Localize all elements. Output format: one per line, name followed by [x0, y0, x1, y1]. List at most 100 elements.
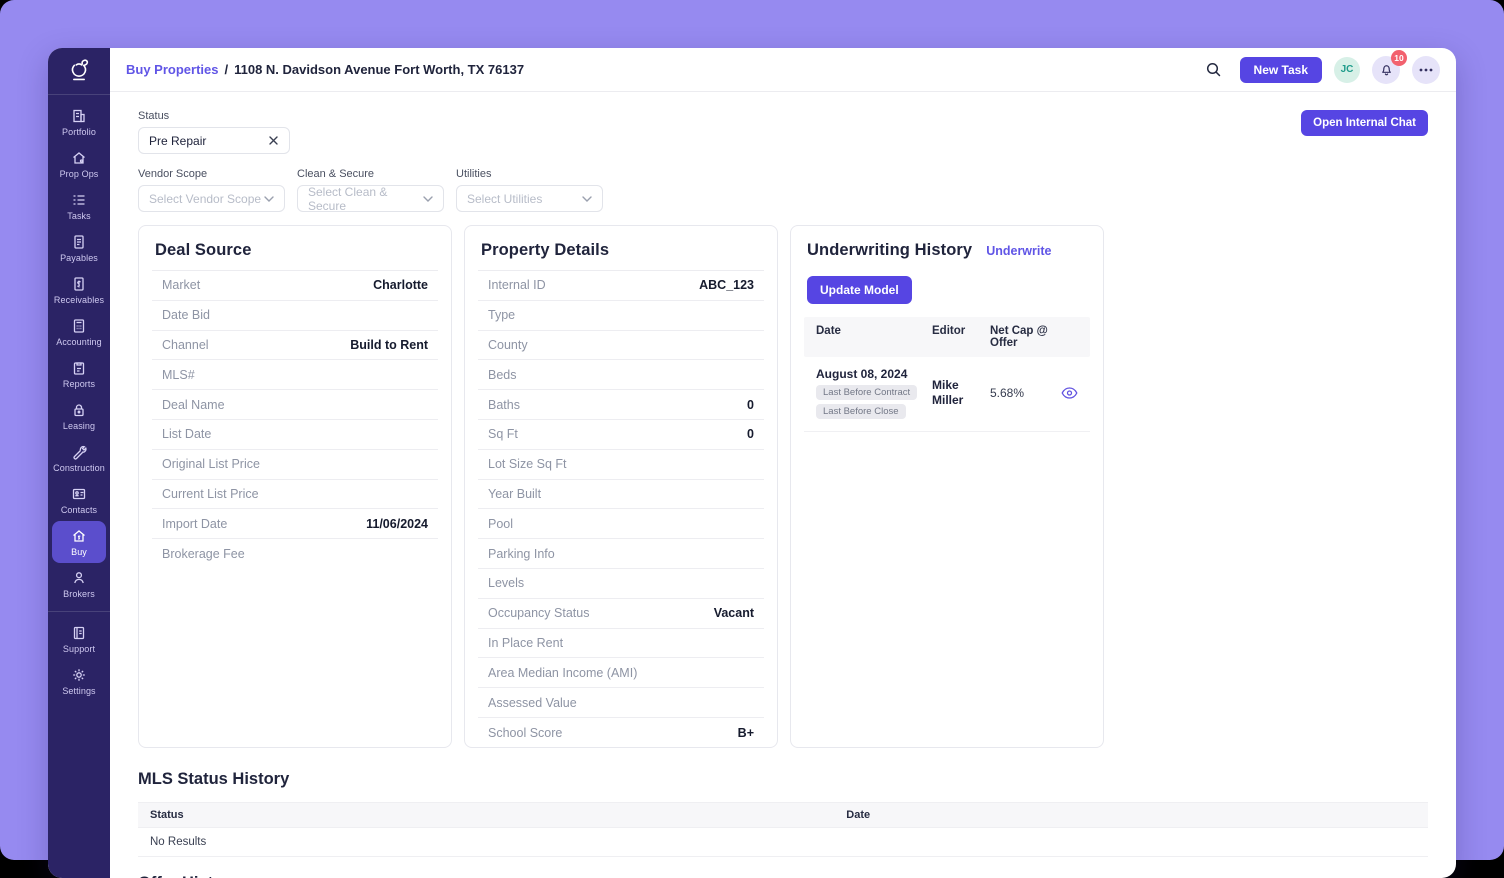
notification-count-badge: 10 — [1391, 50, 1407, 66]
report-clipboard-icon — [71, 360, 87, 376]
clean-secure-filter: Clean & Secure Select Clean & Secure — [297, 168, 444, 212]
sidebar-divider — [48, 611, 110, 612]
chevron-down-icon — [582, 196, 592, 202]
underwriting-date: August 08, 2024 — [816, 367, 932, 381]
vendor-scope-label: Vendor Scope — [138, 168, 285, 180]
task-list-icon — [71, 192, 87, 208]
sidebar-item-settings[interactable]: Settings — [52, 660, 106, 702]
sidebar-item-support[interactable]: Support — [52, 618, 106, 660]
sidebar-item-leasing[interactable]: Leasing — [52, 395, 106, 437]
lock-icon — [71, 402, 87, 418]
new-task-button[interactable]: New Task — [1240, 57, 1322, 83]
close-icon — [268, 135, 279, 146]
sidebar-item-accounting[interactable]: Accounting — [52, 311, 106, 353]
portfolio-building-icon — [71, 108, 87, 124]
house-dollar-icon — [71, 528, 87, 544]
property-details-row: Parking Info — [478, 539, 764, 569]
open-internal-chat-button[interactable]: Open Internal Chat — [1301, 110, 1428, 136]
clean-secure-placeholder: Select Clean & Secure — [308, 185, 423, 213]
status-filter-label: Status — [138, 110, 290, 122]
notifications-button[interactable]: 10 — [1372, 56, 1400, 84]
underwrite-link[interactable]: Underwrite — [986, 244, 1051, 258]
status-filter-value: Pre Repair — [149, 134, 206, 148]
tag-last-before-contract: Last Before Contract — [816, 385, 917, 400]
property-details-row: Assessed Value — [478, 688, 764, 718]
deal-source-row: Original List Price — [152, 450, 438, 480]
property-details-row: Pool — [478, 509, 764, 539]
underwriting-editor: Mike Miller — [932, 378, 990, 408]
property-details-row: Type — [478, 301, 764, 331]
sidebar-item-label: Prop Ops — [60, 169, 99, 179]
sidebar-item-label: Portfolio — [62, 127, 96, 137]
mls-status-history-section: MLS Status History Status Date No Result… — [138, 770, 1428, 857]
invoice-dollar-icon — [71, 276, 87, 292]
status-filter-select[interactable]: Pre Repair — [138, 127, 290, 154]
status-clear-button[interactable] — [268, 135, 279, 146]
app-window: Portfolio Prop Ops Tasks Payables — [48, 48, 1456, 878]
sidebar-item-contacts[interactable]: Contacts — [52, 479, 106, 521]
search-icon — [1205, 61, 1222, 78]
property-details-row: In Place Rent — [478, 629, 764, 659]
sidebar-item-label: Reports — [63, 379, 95, 389]
more-options-button[interactable] — [1412, 56, 1440, 84]
update-model-button[interactable]: Update Model — [807, 276, 912, 304]
sidebar-item-payables[interactable]: Payables — [52, 227, 106, 269]
invoice-icon — [71, 234, 87, 250]
person-icon — [71, 570, 87, 586]
sidebar-item-prop-ops[interactable]: Prop Ops — [52, 143, 106, 185]
deal-source-row: Deal Name — [152, 390, 438, 420]
offer-history-section: Offer History — [138, 874, 1428, 878]
clean-secure-label: Clean & Secure — [297, 168, 444, 180]
vendor-scope-filter: Vendor Scope Select Vendor Scope — [138, 168, 285, 212]
sidebar-item-tasks[interactable]: Tasks — [52, 185, 106, 227]
utilities-select[interactable]: Select Utilities — [456, 185, 603, 212]
search-button[interactable] — [1200, 56, 1228, 84]
eye-icon — [1061, 387, 1078, 399]
column-header-net-cap: Net Cap @ Offer — [990, 325, 1052, 349]
mls-empty-row: No Results — [138, 828, 1428, 857]
sidebar-item-brokers[interactable]: Brokers — [52, 563, 106, 605]
property-details-row: Year Built — [478, 480, 764, 510]
property-details-title: Property Details — [481, 241, 609, 260]
underwriting-table: Date Editor Net Cap @ Offer August 08, 2… — [804, 317, 1090, 432]
breadcrumb-current-page: 1108 N. Davidson Avenue Fort Worth, TX 7… — [234, 62, 524, 77]
chevron-down-icon — [264, 196, 274, 202]
view-underwriting-button[interactable] — [1061, 387, 1078, 399]
vendor-scope-placeholder: Select Vendor Scope — [149, 192, 261, 206]
property-details-row: Levels — [478, 569, 764, 599]
sidebar-item-reports[interactable]: Reports — [52, 353, 106, 395]
sidebar-item-portfolio[interactable]: Portfolio — [52, 101, 106, 143]
offer-history-title: Offer History — [138, 874, 1428, 878]
sidebar-item-label: Support — [63, 644, 95, 654]
deal-source-title: Deal Source — [155, 241, 251, 260]
sidebar-item-label: Contacts — [61, 505, 97, 515]
sidebar-item-label: Payables — [60, 253, 98, 263]
sidebar-item-receivables[interactable]: Receivables — [52, 269, 106, 311]
utilities-placeholder: Select Utilities — [467, 192, 542, 206]
sidebar-item-buy[interactable]: Buy — [52, 521, 106, 563]
sidebar-item-label: Brokers — [63, 589, 95, 599]
mls-status-history-title: MLS Status History — [138, 770, 1428, 789]
sidebar-item-construction[interactable]: Construction — [52, 437, 106, 479]
bell-icon — [1379, 62, 1394, 77]
underwriting-history-card: Underwriting History Underwrite Update M… — [790, 225, 1104, 748]
sidebar-item-label: Receivables — [54, 295, 104, 305]
gear-icon — [71, 667, 87, 683]
underwriting-net-cap: 5.68% — [990, 386, 1052, 400]
clean-secure-select[interactable]: Select Clean & Secure — [297, 185, 444, 212]
deal-source-row: Brokerage Fee — [152, 539, 438, 569]
app-logo[interactable] — [48, 48, 110, 95]
column-header-date: Date — [846, 809, 1416, 821]
status-filter: Status Pre Repair — [138, 110, 290, 154]
vendor-scope-select[interactable]: Select Vendor Scope — [138, 185, 285, 212]
underwriting-table-header: Date Editor Net Cap @ Offer — [804, 317, 1090, 357]
property-details-row: Area Median Income (AMI) — [478, 658, 764, 688]
user-avatar[interactable]: JC — [1334, 57, 1360, 83]
breadcrumb-section-link[interactable]: Buy Properties — [126, 62, 218, 77]
